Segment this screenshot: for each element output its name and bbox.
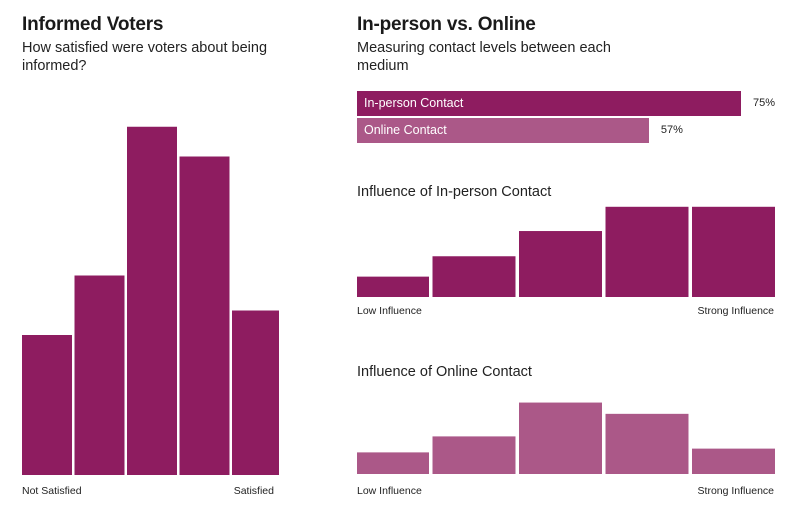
comparison-bar-label: In-person Contact <box>364 96 464 110</box>
comparison-subtitle: Measuring contact levels between each me… <box>357 40 611 74</box>
online-low-label: Low Influence <box>357 485 422 497</box>
online-influence-bar-1 <box>357 452 429 474</box>
comparison-title: In-person vs. Online <box>357 14 536 35</box>
informed-voters-left-axis-label: Not Satisfied <box>22 485 82 497</box>
inperson-influence-bar-4 <box>605 206 689 297</box>
comparison-bar-online: Online Contact <box>357 118 649 143</box>
informed-voters-subtitle: How satisfied were voters about being in… <box>22 40 268 74</box>
informed-voters-bar-5 <box>232 310 279 475</box>
comparison-value-label: 75% <box>753 97 776 109</box>
informed-voters-chart <box>22 126 279 475</box>
inperson-influence-bar-2 <box>432 256 516 297</box>
online-strong-label: Strong Influence <box>697 485 774 497</box>
inperson-influence-bar-1 <box>357 276 429 297</box>
online-influence-chart <box>357 402 775 474</box>
online-influence-title: Influence of Online Contact <box>357 364 532 380</box>
inperson-influence-title: Influence of In-person Contact <box>357 184 552 200</box>
informed-voters-bar-2 <box>74 275 125 475</box>
inperson-influence-bar-3 <box>519 231 602 297</box>
online-influence-bar-5 <box>692 448 775 474</box>
comparison-bar-label: Online Contact <box>364 123 447 137</box>
informed-voters-title: Informed Voters <box>22 14 164 35</box>
inperson-low-label: Low Influence <box>357 305 422 317</box>
inperson-strong-label: Strong Influence <box>697 305 774 317</box>
informed-voters-bar-3 <box>127 126 177 475</box>
informed-voters-bar-4 <box>179 156 230 475</box>
online-influence-bar-4 <box>605 413 689 474</box>
informed-voters-bar-1 <box>22 335 72 475</box>
inperson-influence-bar-5 <box>692 206 775 297</box>
comparison-value-label: 57% <box>660 124 683 136</box>
contact-comparison-chart: In-person Contact 75% Online Contact 57% <box>357 91 777 147</box>
inperson-influence-chart <box>357 206 775 297</box>
informed-voters-right-axis-label: Satisfied <box>233 485 274 497</box>
online-influence-bar-3 <box>519 402 602 474</box>
online-influence-bar-2 <box>432 436 516 474</box>
comparison-bar-inperson: In-person Contact <box>357 91 741 116</box>
